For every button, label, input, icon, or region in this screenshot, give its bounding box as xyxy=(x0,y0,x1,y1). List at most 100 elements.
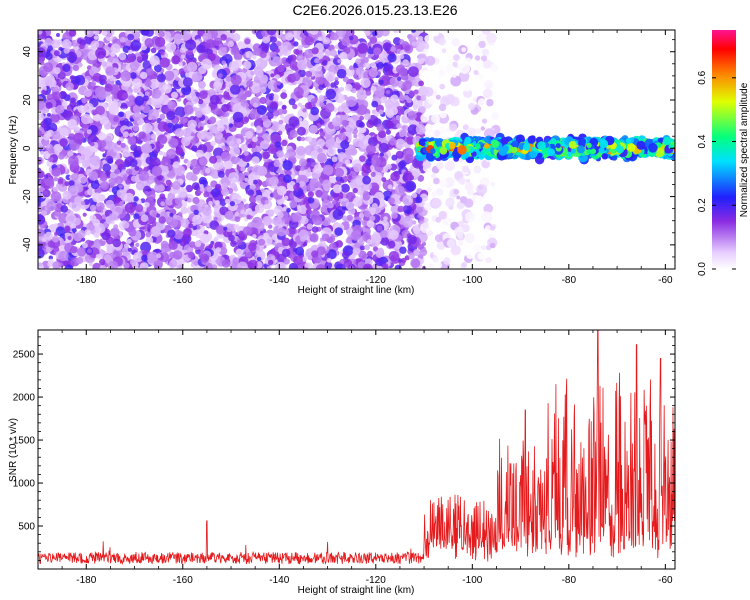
heatmap-cell xyxy=(109,228,120,238)
heatmap-cell xyxy=(126,238,132,244)
heatmap-cell xyxy=(154,36,166,48)
heatmap-cell xyxy=(380,30,390,37)
heatmap-cell xyxy=(245,131,254,139)
heatmap-cell xyxy=(47,261,53,268)
heatmap-cell xyxy=(370,171,376,177)
heatmap-cell xyxy=(325,103,335,113)
heatmap-cell xyxy=(171,55,181,65)
heatmap-cell xyxy=(287,44,293,51)
heatmap-cell xyxy=(135,181,145,191)
heatmap-cell xyxy=(441,203,447,208)
heatmap-cell xyxy=(485,256,492,264)
heatmap-cell xyxy=(480,55,488,62)
heatmap-cell xyxy=(230,84,241,95)
heatmap-cell xyxy=(348,119,357,128)
heatmap-cell xyxy=(362,263,373,269)
heatmap-cell xyxy=(283,174,292,184)
heatmap-cell xyxy=(429,263,434,268)
heatmap-cell xyxy=(293,184,300,191)
heatmap-cell xyxy=(252,234,257,239)
heatmap-cell xyxy=(311,47,319,55)
heatmap-cell xyxy=(133,150,141,158)
heatmap-cell xyxy=(358,213,365,219)
heatmap-cell xyxy=(388,250,400,262)
heatmap-cell xyxy=(174,106,186,118)
heatmap-cell xyxy=(90,180,100,190)
heatmap-cell xyxy=(410,258,421,269)
heatmap-cell xyxy=(466,251,475,260)
heatmap-cell xyxy=(304,35,315,46)
heatmap-cell xyxy=(82,242,88,249)
heatmap-cell xyxy=(178,61,183,67)
heatmap-cell xyxy=(144,190,149,196)
heatmap-cell xyxy=(467,188,475,196)
heatmap-cell xyxy=(472,97,477,102)
heatmap-cell xyxy=(94,86,106,98)
heatmap-cell xyxy=(300,215,309,225)
heatmap-cell xyxy=(370,62,377,68)
heatmap-cell xyxy=(406,174,413,181)
heatmap-cell xyxy=(481,118,488,124)
heatmap-cell xyxy=(412,225,418,231)
heatmap-cell xyxy=(343,259,353,268)
heatmap-cell xyxy=(292,212,302,223)
heatmap-cell xyxy=(355,67,365,76)
heatmap-cell xyxy=(168,240,178,250)
heatmap-cell xyxy=(413,249,421,257)
heatmap-cell xyxy=(38,96,44,103)
heatmap-cell xyxy=(388,240,396,249)
heatmap-cell xyxy=(420,95,427,102)
heatmap-cell xyxy=(293,48,300,55)
heatmap-cell xyxy=(364,244,371,251)
heatmap-cell xyxy=(387,197,395,205)
heatmap-cell xyxy=(223,226,228,231)
heatmap-cell xyxy=(68,155,79,167)
heatmap-cell xyxy=(415,196,423,204)
heatmap-cell xyxy=(412,97,423,108)
heatmap-cell xyxy=(224,160,233,170)
heatmap-cell xyxy=(319,131,326,137)
heatmap-cell xyxy=(335,240,344,248)
heatmap-cell xyxy=(188,223,194,229)
heatmap-cell xyxy=(198,80,206,89)
heatmap-cell xyxy=(386,109,395,118)
heatmap-cell xyxy=(56,33,60,37)
heatmap-cell xyxy=(358,133,365,140)
heatmap-cell xyxy=(138,131,146,139)
heatmap-cell xyxy=(186,160,192,165)
heatmap-cell xyxy=(283,229,290,236)
heatmap-cell xyxy=(110,43,121,54)
heatmap-cell xyxy=(90,155,101,166)
heatmap-cell xyxy=(61,100,68,107)
heatmap-cell xyxy=(408,35,417,44)
heatmap-cell xyxy=(93,35,99,40)
heatmap-cell xyxy=(390,46,397,53)
heatmap-cell xyxy=(261,114,269,122)
heatmap-cell xyxy=(352,187,358,194)
heatmap-cell xyxy=(66,51,78,63)
heatmap-cell xyxy=(438,37,446,46)
heatmap-cell xyxy=(102,153,107,158)
heatmap-cell xyxy=(122,149,131,158)
heatmap-cell xyxy=(158,184,165,192)
heatmap-cell xyxy=(307,197,315,204)
heatmap-cell xyxy=(289,54,297,62)
heatmap-cell xyxy=(297,30,302,34)
heatmap-cell xyxy=(425,123,433,132)
heatmap-cell xyxy=(164,185,171,192)
heatmap-cell xyxy=(107,158,114,164)
heatmap-cell xyxy=(438,210,448,220)
heatmap-cell xyxy=(209,155,218,164)
heatmap-cell xyxy=(253,102,259,108)
heatmap-cell xyxy=(458,177,466,185)
heatmap-cell xyxy=(466,178,471,183)
heatmap-cell xyxy=(141,254,148,262)
heatmap-cell xyxy=(298,180,305,187)
heatmap-cell xyxy=(315,181,322,188)
heatmap-cell xyxy=(352,197,363,207)
heatmap-cell xyxy=(44,231,53,240)
heatmap-cell xyxy=(297,208,302,213)
heatmap-cell xyxy=(265,210,270,215)
heatmap-cell xyxy=(399,246,407,254)
